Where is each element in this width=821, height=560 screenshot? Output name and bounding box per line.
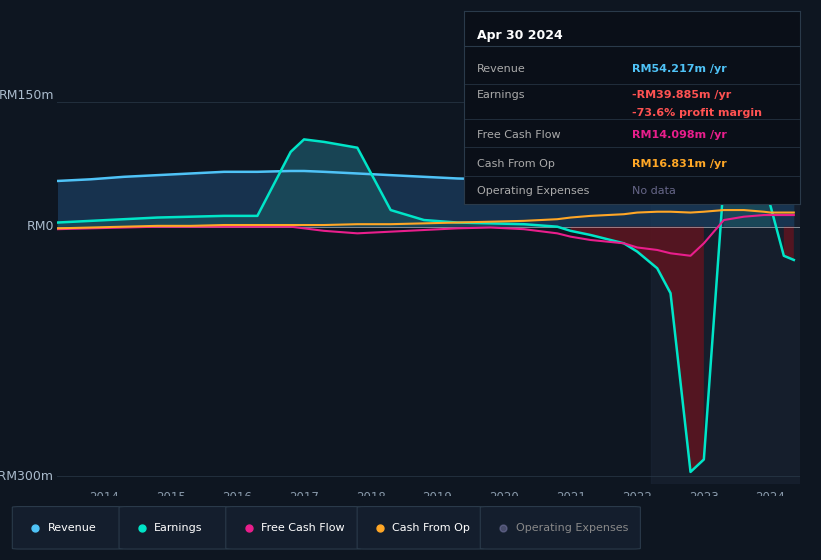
FancyBboxPatch shape xyxy=(226,507,361,549)
Text: -RM300m: -RM300m xyxy=(0,470,53,483)
Text: Cash From Op: Cash From Op xyxy=(477,159,555,169)
Text: Revenue: Revenue xyxy=(48,523,96,533)
Text: -RM39.885m /yr: -RM39.885m /yr xyxy=(632,90,732,100)
Text: Revenue: Revenue xyxy=(477,64,526,74)
FancyBboxPatch shape xyxy=(357,507,484,549)
Text: Operating Expenses: Operating Expenses xyxy=(477,186,589,196)
FancyBboxPatch shape xyxy=(119,507,230,549)
Text: Earnings: Earnings xyxy=(154,523,203,533)
Text: RM16.831m /yr: RM16.831m /yr xyxy=(632,159,727,169)
Text: Operating Expenses: Operating Expenses xyxy=(516,523,628,533)
FancyBboxPatch shape xyxy=(12,507,123,549)
Text: Cash From Op: Cash From Op xyxy=(392,523,470,533)
Text: Free Cash Flow: Free Cash Flow xyxy=(477,130,561,140)
Text: Apr 30 2024: Apr 30 2024 xyxy=(477,29,563,41)
Text: RM150m: RM150m xyxy=(0,89,53,102)
Text: No data: No data xyxy=(632,186,676,196)
Text: RM14.098m /yr: RM14.098m /yr xyxy=(632,130,727,140)
Bar xyxy=(650,81,807,484)
Text: RM0: RM0 xyxy=(26,220,53,233)
Text: Free Cash Flow: Free Cash Flow xyxy=(261,523,345,533)
Text: Earnings: Earnings xyxy=(477,90,525,100)
Text: -73.6% profit margin: -73.6% profit margin xyxy=(632,108,762,118)
Text: RM54.217m /yr: RM54.217m /yr xyxy=(632,64,727,74)
FancyBboxPatch shape xyxy=(480,507,640,549)
